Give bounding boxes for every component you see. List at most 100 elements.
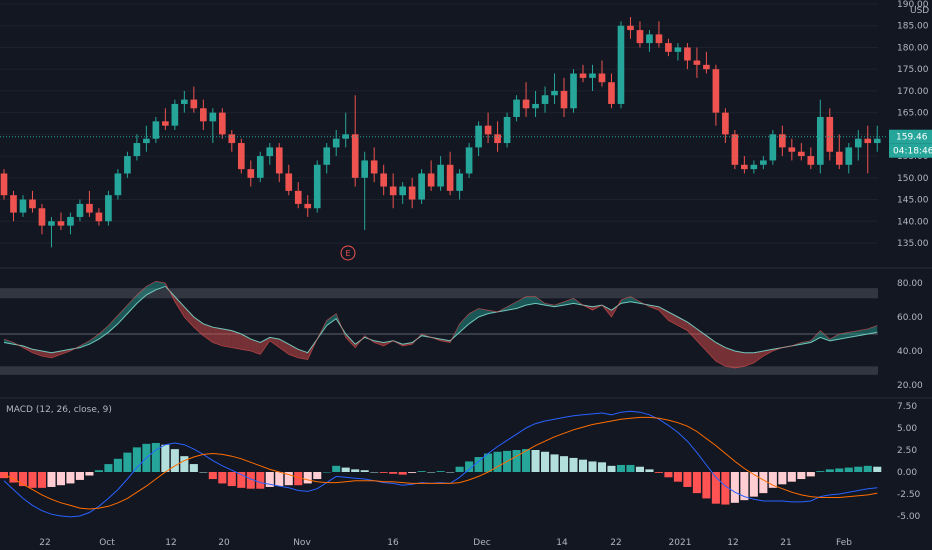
macd-histogram-bar [484,453,493,472]
price-tick-label: 150.00 [897,174,929,184]
candle-body [741,164,748,170]
macd-histogram-bar [313,472,322,480]
price-pane[interactable]: 135.00140.00145.00150.00155.00160.00165.… [0,0,932,261]
candle-body [570,73,577,109]
macd-histogram-bar [873,466,882,472]
candle-body [133,143,141,157]
macd-histogram-bar [645,469,654,472]
signal-line [3,416,878,510]
macd-histogram-bar [835,468,844,472]
candle-body [465,147,473,174]
oscillator-fill-segment [60,349,71,355]
macd-histogram-bar [132,447,141,472]
oscillator-tick-label: 20.00 [897,381,923,391]
macd-histogram-bar [759,472,768,494]
candle-body [437,164,444,187]
candle-body [579,73,587,78]
oscillator-fill-segment [279,339,289,355]
macd-tick-label: 7.50 [897,402,917,412]
macd-histogram-bar [284,472,293,486]
candle-body [608,82,615,104]
candle-body [665,43,672,52]
macd-histogram-bar [654,472,663,473]
macd-histogram-bar [265,472,274,487]
macd-histogram-bar [702,472,711,499]
time-axis[interactable]: 22 Oct 12 20 Nov 16 Dec 14 22 2021 12 21 Feb [39,538,852,548]
candlestick-series [0,17,881,248]
candle-body [788,147,796,152]
macd-pane[interactable]: MACD (12, 26, close, 9) -5.00 -2.50 0.00 2.… [0,402,921,522]
oscillator-fill-segment [715,342,726,367]
macd-histogram-bar [332,465,341,472]
macd-histogram-bar [768,472,777,488]
candle-body [48,221,55,226]
oscillator-fill-segment [326,313,337,326]
price-tick-label: 185.00 [897,22,929,32]
oscillator-fill-segment [478,308,489,317]
macd-histogram-bar [730,472,739,503]
candle-body [294,190,302,204]
macd-histogram-bar [170,449,179,472]
macd-histogram-bar [531,450,540,472]
macd-axis[interactable]: -5.00 -2.50 0.00 2.50 5.00 7.50 [897,402,921,522]
earnings-marker-circle [340,245,356,261]
oscillator-fill-segment [89,334,99,345]
candle-body [532,103,539,109]
macd-histogram-bar [683,472,692,487]
price-axis-unit: USD [910,6,929,16]
candle-body [0,173,8,196]
macd-histogram-bar [37,472,47,488]
macd-histogram-bar [474,457,483,472]
oscillator-axis[interactable]: 20.00 40.00 60.00 80.00 [897,279,923,391]
macd-histogram-bar [294,472,303,486]
macd-histogram-bar [597,462,607,472]
macd-histogram-bar [246,472,255,489]
candle-body [456,173,463,191]
oscillator-pane[interactable]: 20.00 40.00 60.00 80.00 [0,279,923,391]
candle-body [560,90,568,109]
macd-histogram-bar [408,472,417,473]
candle-body [275,147,283,174]
macd-histogram-bar [104,464,113,472]
candle-body [551,90,558,96]
oscillator-tick-label: 60.00 [897,313,923,323]
macd-histogram-bar [446,472,455,473]
macd-histogram-bar [113,458,122,472]
macd-histogram-bar [237,472,246,488]
oscillator-fill-segment [155,281,166,290]
macd-histogram-bar [75,472,84,480]
candle-body [646,34,653,44]
time-tick-label: Nov [293,538,311,548]
oscillator-fill-segment [231,330,242,350]
candle-body [655,34,663,44]
price-tick-label: 145.00 [897,196,929,206]
candle-body [247,169,255,178]
candle-body [86,203,93,213]
oscillator-fill-segment [725,347,735,368]
macd-histogram-bar [303,472,312,484]
countdown-badge [889,143,932,158]
candle-body [589,73,596,78]
candle-body [769,134,777,161]
macd-histogram-bar [389,472,398,474]
oscillator-fill-segment [174,296,185,317]
candle-body [408,186,416,200]
candle-body [266,147,274,157]
candle-body [323,147,331,165]
candle-body [332,138,340,148]
candle-body [636,30,644,44]
candle-body [351,134,359,178]
earnings-marker[interactable]: E [340,245,356,261]
oscillator-fill-segment [298,349,308,360]
oscillator-fill-segment [706,335,716,362]
macd-histogram [0,442,882,505]
macd-histogram-bar [47,472,56,487]
macd-histogram-bar [863,465,872,472]
candle-body [256,156,264,178]
candle-body [684,47,691,61]
oscillator-fill-segment [687,322,697,341]
macd-histogram-bar [275,472,284,487]
price-tick-label: 175.00 [897,65,929,75]
macd-histogram-bar [28,472,37,488]
